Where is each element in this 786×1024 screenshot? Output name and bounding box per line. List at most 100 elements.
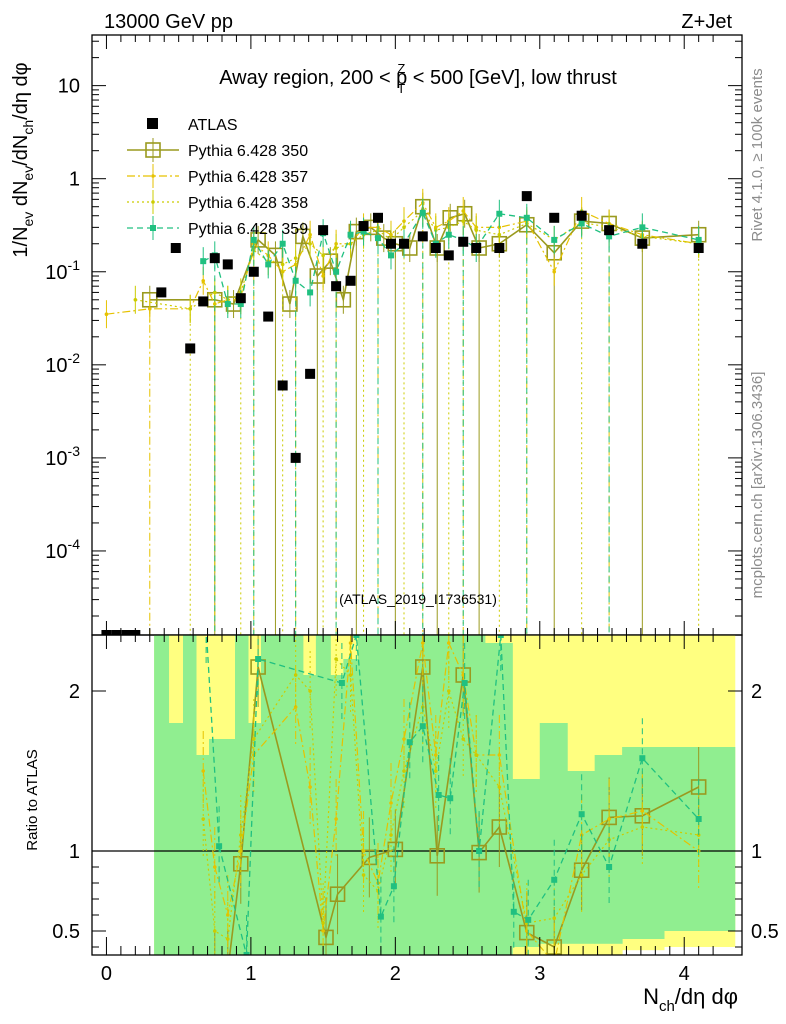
- atlas-point: [209, 253, 220, 264]
- x-tick-label: 0: [101, 963, 112, 985]
- process-label: Z+Jet: [681, 11, 732, 33]
- ratio-y-tick-label-right: 2: [751, 681, 762, 703]
- ratio-band-green: [154, 635, 170, 955]
- legend-entry-label: Pythia 6.428 350: [188, 143, 308, 160]
- legend-marker: [151, 200, 155, 204]
- ratio-6-428-358-point: [201, 817, 206, 821]
- collision-label: 13000 GeV pp: [104, 11, 233, 33]
- legend-marker: [150, 225, 156, 231]
- series-6-428-357-point: [552, 269, 557, 274]
- atlas-point: [185, 343, 196, 354]
- atlas-point: [458, 236, 469, 247]
- ratio-6-428-350-point: [329, 886, 346, 903]
- ratio-band-green: [235, 635, 249, 955]
- legend-entry-label: Pythia 6.428 358: [188, 195, 308, 212]
- series-6-428-358-point: [133, 297, 138, 302]
- ratio-band-green: [330, 675, 344, 955]
- ratio-band-green: [443, 635, 457, 955]
- ratio-band-green: [357, 635, 372, 955]
- atlas-point: [358, 221, 369, 232]
- ratio-6-428-359-point: [510, 908, 517, 915]
- atlas-point: [604, 225, 615, 236]
- series-6-428-357-point: [104, 312, 109, 316]
- ratio-6-428-359-point: [461, 680, 468, 686]
- ratio-6-428-357-point: [552, 961, 556, 965]
- ratio-6-428-358-point: [579, 873, 584, 877]
- ratio-6-428-359-point: [476, 848, 483, 854]
- series-6-428-359-point: [606, 233, 613, 240]
- atlas-point: [235, 293, 246, 304]
- ratio-6-428-359-point: [695, 816, 702, 822]
- ratio-6-428-359-point: [406, 739, 413, 746]
- series-6-428-358-point: [402, 225, 406, 230]
- atlas-point: [373, 212, 383, 223]
- ratio-6-428-358-point: [552, 916, 557, 920]
- ratio-6-428-357-point: [433, 753, 438, 757]
- x-tick-label: 1: [245, 963, 256, 985]
- ratio-6-428-357-point: [308, 785, 312, 789]
- main-y-tick-label: 10-1: [45, 257, 80, 284]
- ratio-y-tick-label: 0.5: [52, 921, 80, 943]
- ratio-6-428-357-point: [446, 641, 451, 645]
- main-y-tick-label: 10-2: [45, 350, 80, 377]
- ratio-6-428-358-line: [202, 657, 699, 940]
- ratio-band-green: [622, 747, 665, 939]
- ratio-y-axis-label: Ratio to ATLAS: [24, 749, 41, 850]
- series-6-428-359-point: [523, 214, 530, 221]
- series-6-428-357-point: [147, 306, 152, 311]
- ratio-6-428-357-point: [212, 865, 217, 869]
- series-6-428-350-point: [282, 296, 298, 312]
- ratio-6-428-357-point: [461, 673, 466, 677]
- legend: ATLAS Pythia 6.428 350 Pythia 6.428 357 Pyt…: [127, 117, 308, 240]
- ratio-6-428-358-point: [348, 673, 353, 677]
- series-6-428-359-point: [388, 252, 394, 259]
- atlas-point: [263, 311, 274, 322]
- legend-atlas-marker: [147, 118, 158, 129]
- series-6-428-359-point: [279, 240, 286, 247]
- series-6-428-359-point: [695, 236, 702, 243]
- analysis-label: (ATLAS_2019_I1736531): [339, 591, 497, 607]
- ratio-6-428-358-point: [389, 833, 393, 837]
- main-y-tick-label: 10-4: [45, 536, 80, 563]
- atlas-point: [156, 287, 167, 298]
- atlas-point: [399, 238, 409, 249]
- ratio-6-428-358-point: [251, 737, 256, 741]
- atlas-point: [121, 630, 132, 635]
- atlas-point: [345, 275, 356, 286]
- series-6-428-358-point: [461, 219, 466, 223]
- ratio-band-green: [315, 635, 331, 955]
- atlas-point: [521, 191, 532, 202]
- series-6-428-359-point: [551, 236, 558, 243]
- ratio-6-428-357-point: [201, 769, 206, 773]
- atlas-point: [170, 243, 181, 254]
- atlas-point: [331, 281, 342, 292]
- ratio-6-428-359-point: [525, 916, 532, 923]
- series-6-428-359-point: [333, 268, 340, 275]
- ratio-6-428-357-point: [348, 641, 353, 645]
- series-6-428-359-point: [375, 235, 381, 242]
- ratio-6-428-358-point: [640, 825, 645, 829]
- ratio-6-428-350-point: [221, 964, 235, 978]
- ratio-6-428-358-point: [225, 937, 230, 941]
- ratio-band-green: [168, 723, 184, 955]
- atlas-point: [386, 238, 396, 249]
- series-6-428-358-point: [321, 253, 325, 258]
- ratio-6-428-359-point: [639, 755, 646, 762]
- ratio-6-428-359-point: [338, 680, 345, 686]
- ratio-6-428-358-point: [293, 673, 298, 677]
- legend-marker: [145, 142, 161, 158]
- ratio-6-428-359-point: [578, 811, 585, 818]
- atlas-point: [222, 259, 233, 270]
- series-6-428-359-point: [307, 289, 314, 296]
- ratio-6-428-359-point: [551, 876, 558, 883]
- ratio-6-428-359-point: [255, 656, 262, 662]
- ratio-6-428-357-point: [420, 641, 425, 645]
- ratio-band-green: [288, 635, 304, 955]
- ratio-y-tick-label: 1: [69, 841, 80, 863]
- ratio-6-428-359-point: [419, 723, 426, 730]
- ratio-6-428-350-point: [208, 964, 222, 978]
- ratio-6-428-359-point: [243, 952, 250, 955]
- atlas-point: [417, 231, 428, 242]
- series-6-428-359-point: [347, 231, 354, 238]
- ratio-6-428-359-point: [606, 864, 613, 870]
